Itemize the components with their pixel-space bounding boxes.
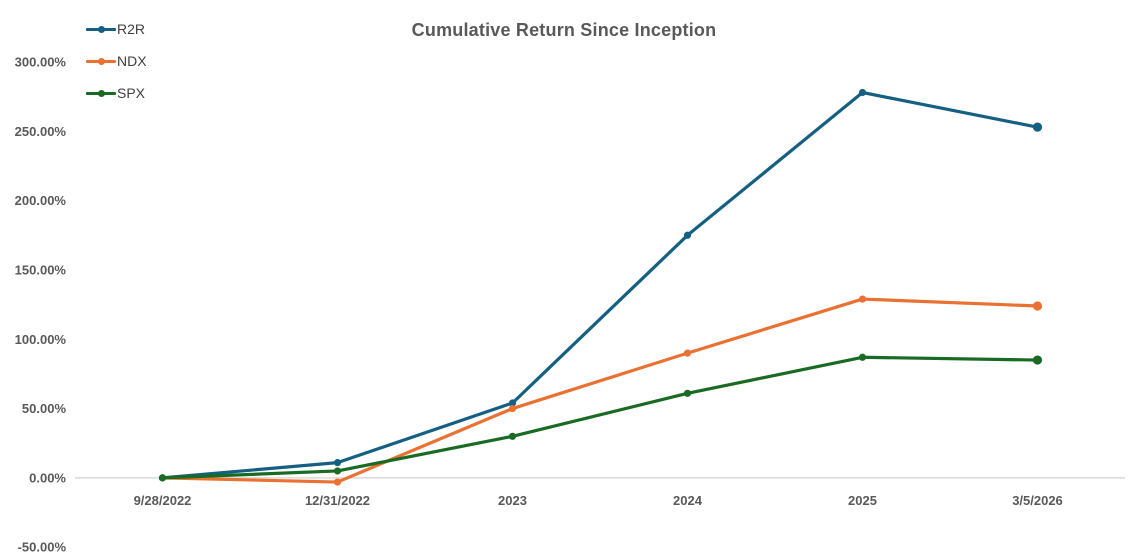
data-point-spx[interactable] — [508, 432, 517, 440]
data-point-r2r[interactable] — [508, 399, 517, 407]
data-point-ndx[interactable] — [1032, 301, 1043, 311]
x-tick-label: 2025 — [848, 493, 877, 508]
legend-label-spx: SPX — [117, 85, 146, 101]
y-tick-label: -50.00% — [18, 540, 67, 555]
y-tick-label: 50.00% — [22, 401, 67, 416]
series-line-r2r[interactable] — [160, 90, 1040, 480]
y-tick-label: 200.00% — [15, 193, 67, 208]
legend-item-spx[interactable]: SPX — [86, 77, 147, 109]
data-point-spx[interactable] — [158, 474, 167, 482]
series-line-spx[interactable] — [160, 355, 1040, 480]
y-tick-label: 100.00% — [15, 332, 67, 347]
data-point-ndx[interactable] — [508, 404, 517, 413]
y-tick-label: 0.00% — [29, 470, 66, 485]
data-point-ndx[interactable] — [858, 295, 867, 303]
x-tick-label: 3/5/2026 — [1012, 493, 1063, 508]
ndx-line-marker-icon — [86, 57, 116, 66]
x-tick-label: 12/31/2022 — [305, 493, 370, 508]
data-point-spx[interactable] — [683, 389, 692, 397]
data-point-spx[interactable] — [1032, 355, 1043, 365]
data-point-r2r[interactable] — [683, 231, 692, 239]
series-line-ndx[interactable] — [160, 297, 1040, 484]
legend: R2R NDX SPX — [86, 13, 147, 109]
legend-label-r2r: R2R — [117, 21, 146, 37]
data-point-r2r[interactable] — [858, 88, 867, 97]
data-point-spx[interactable] — [333, 467, 342, 475]
spx-line-marker-icon — [86, 89, 116, 98]
chart-title: Cumulative Return Since Inception — [411, 20, 717, 40]
data-point-r2r[interactable] — [1032, 122, 1043, 132]
data-point-ndx[interactable] — [333, 478, 342, 486]
r2r-line-marker-icon — [86, 25, 116, 34]
x-tick-label: 9/28/2022 — [134, 493, 192, 508]
y-tick-label: 300.00% — [15, 55, 67, 70]
legend-label-ndx: NDX — [117, 53, 147, 69]
legend-item-r2r[interactable]: R2R — [86, 13, 147, 45]
x-tick-label: 2024 — [673, 493, 703, 508]
data-point-ndx[interactable] — [683, 349, 692, 357]
data-point-spx[interactable] — [858, 353, 867, 361]
y-tick-label: 250.00% — [15, 124, 67, 139]
data-point-r2r[interactable] — [333, 459, 342, 467]
y-tick-label: 150.00% — [15, 262, 67, 277]
legend-item-ndx[interactable]: NDX — [86, 45, 147, 77]
x-tick-label: 2023 — [498, 493, 527, 508]
